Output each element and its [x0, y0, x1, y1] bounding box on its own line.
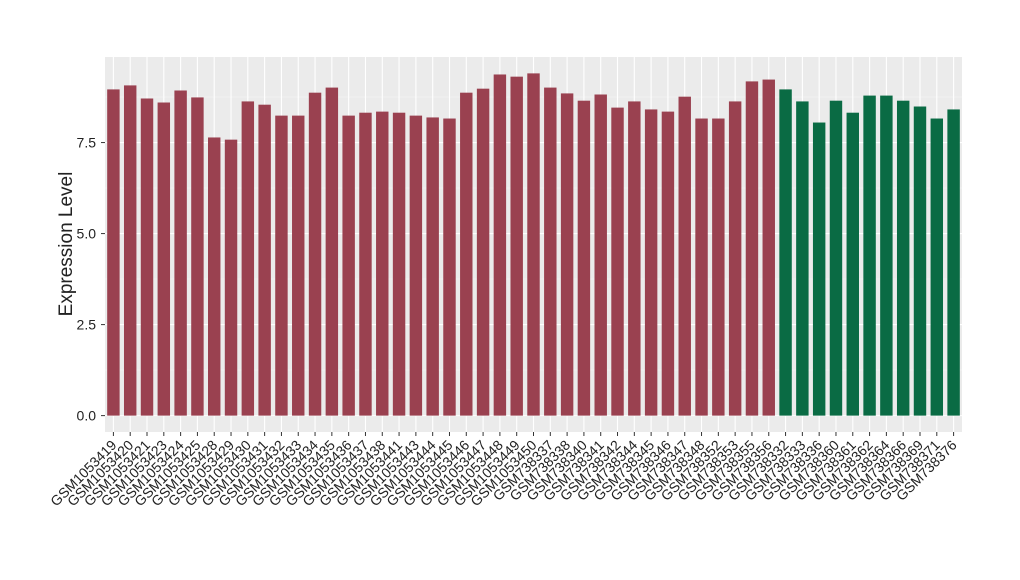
bar: [191, 97, 204, 416]
bar: [460, 92, 473, 416]
bar: [796, 101, 809, 416]
bar: [544, 87, 557, 416]
bar: [359, 112, 372, 416]
y-axis-label: Expression Level: [56, 172, 77, 317]
bar: [695, 118, 708, 416]
bar: [275, 115, 288, 416]
y-tick-label: 2.5: [77, 317, 97, 333]
bar: [628, 101, 641, 416]
y-tick-label: 5.0: [77, 226, 97, 242]
bar: [476, 88, 490, 416]
bar: [846, 112, 859, 416]
bar: [123, 85, 137, 416]
bar: [308, 92, 322, 416]
bar: [409, 115, 423, 416]
bar: [376, 111, 389, 416]
bar: [947, 109, 960, 416]
bar: [829, 100, 843, 416]
bar: [224, 139, 238, 416]
bar: [157, 102, 171, 416]
bar: [913, 106, 927, 416]
bar: [728, 101, 742, 416]
bar: [812, 122, 826, 416]
bar: [174, 90, 187, 416]
bar: [896, 100, 910, 416]
bar: [107, 89, 120, 416]
bar: [325, 87, 339, 416]
bar: [930, 118, 944, 416]
bar: [661, 111, 675, 416]
bar: [779, 89, 792, 416]
bar: [140, 98, 154, 416]
bar: [527, 73, 540, 416]
bar: [258, 104, 271, 416]
bar: [762, 79, 775, 416]
bar: [880, 95, 893, 416]
bar: [678, 96, 691, 416]
y-tick-label: 7.5: [77, 135, 97, 151]
y-tick-label: 0.0: [77, 408, 97, 424]
bar: [241, 101, 255, 416]
bar: [292, 115, 305, 416]
bar: [745, 81, 759, 416]
bar: [208, 137, 221, 416]
bar: [392, 112, 406, 416]
bar: [863, 95, 876, 416]
bar: [611, 107, 624, 416]
bar: [644, 109, 658, 416]
bar: [342, 115, 355, 416]
bar: [560, 93, 574, 416]
bar: [510, 76, 523, 416]
bar: [443, 118, 456, 416]
bar: [712, 118, 725, 416]
bar: [577, 100, 591, 416]
bar: [493, 74, 507, 416]
bar: [426, 117, 439, 416]
bar: [594, 94, 607, 416]
